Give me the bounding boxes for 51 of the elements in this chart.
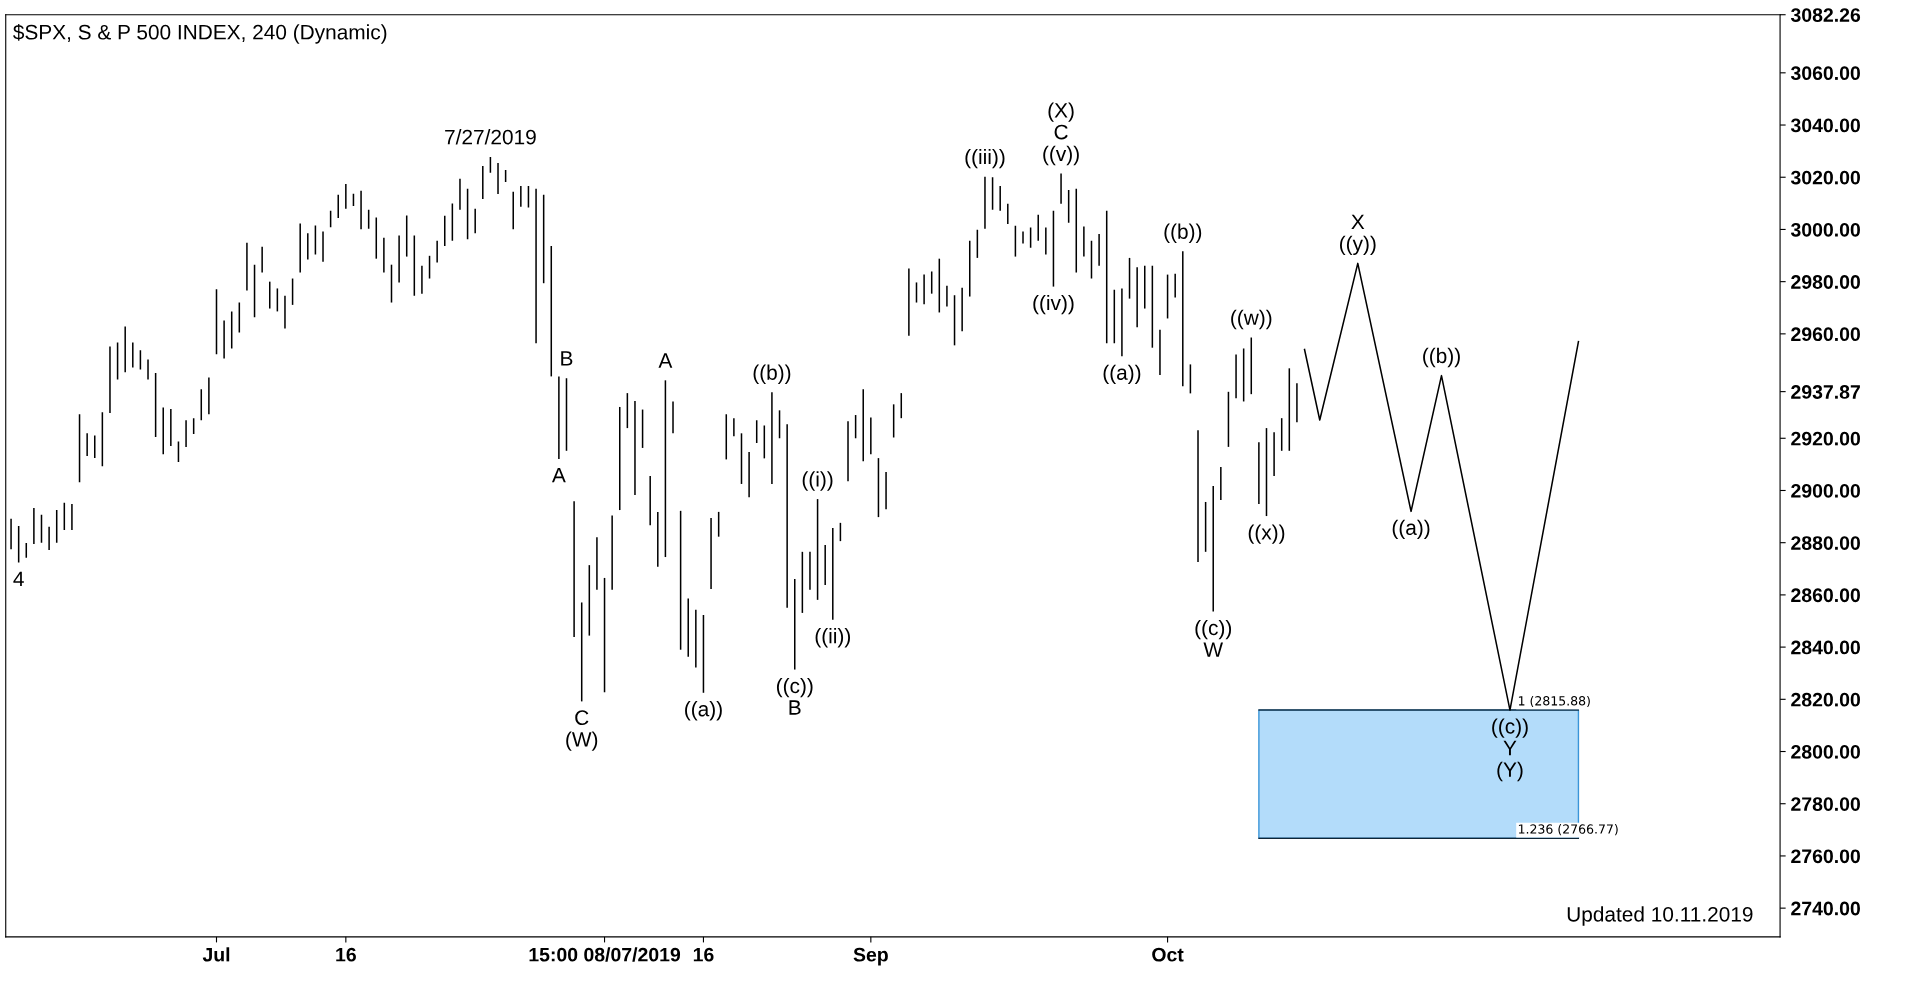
- annotation: C (W): [566, 710, 598, 751]
- annotation: ((x)): [1248, 524, 1285, 544]
- annotation: ((iv)): [1033, 294, 1074, 315]
- y-tick-label: 2960.00: [1791, 327, 1860, 342]
- x-tick-label: 16: [693, 947, 714, 962]
- x-tick-label: Jul: [202, 947, 230, 962]
- annotation: 7/27/2019: [445, 129, 536, 145]
- annotation: ((iii)): [965, 148, 1005, 169]
- annotation: ((a)): [1103, 364, 1141, 385]
- annotation: ((a)): [1392, 519, 1430, 540]
- annotation: ((w)): [1231, 309, 1272, 330]
- y-tick-label: 3000.00: [1790, 222, 1860, 237]
- annotation: ((b)): [1164, 223, 1202, 244]
- annotation: ((c)) B: [776, 677, 813, 715]
- y-tick-label: 2760.00: [1791, 849, 1860, 864]
- y-tick-label: 2840.00: [1791, 640, 1860, 655]
- y-tick-label: 3082.26: [1790, 8, 1861, 22]
- y-tick-label: 2820.00: [1791, 692, 1860, 707]
- annotation: A: [658, 353, 673, 368]
- chart-title: $SPX, S & P 500 INDEX, 240 (Dynamic): [13, 23, 387, 44]
- y-tick-label: 2780.00: [1791, 797, 1860, 811]
- y-tick-label: 2980.00: [1791, 275, 1860, 289]
- annotation: Updated 10.11.2019: [1567, 906, 1753, 926]
- x-tick-label: 15:00 08/07/2019: [529, 947, 681, 962]
- annotation: 4: [13, 571, 24, 586]
- x-tick-label: Oct: [1152, 947, 1184, 962]
- annotation: ((b)): [1423, 347, 1460, 368]
- x-tick-label: 16: [336, 947, 356, 962]
- y-tick-label: 3040.00: [1790, 118, 1860, 133]
- annotation: ((i)): [802, 471, 833, 491]
- annotation: B: [561, 351, 573, 366]
- y-tick-label: 2937.87: [1791, 385, 1860, 399]
- ref-line-label: 1 (2815.88): [1518, 695, 1590, 708]
- annotation: (X) C ((v)): [1043, 102, 1079, 166]
- annotation: ((c)) Y (Y): [1492, 718, 1528, 782]
- y-tick-label: 2920.00: [1791, 431, 1860, 446]
- y-tick-label: 2740.00: [1791, 901, 1860, 916]
- ref-line-label: 1.236 (2766.77): [1518, 824, 1618, 836]
- annotation: A: [551, 467, 566, 483]
- y-tick-label: 2800.00: [1791, 744, 1860, 759]
- y-tick-label: 2900.00: [1791, 483, 1860, 498]
- annotation: ((c)) W: [1195, 619, 1232, 657]
- annotation: X ((y)): [1340, 214, 1376, 256]
- x-tick-label: Sep: [853, 947, 888, 966]
- annotation: ((ii)): [815, 628, 851, 648]
- y-tick-label: 2880.00: [1791, 536, 1860, 550]
- annotation: ((b)): [753, 364, 791, 384]
- y-tick-label: 3020.00: [1790, 170, 1860, 185]
- y-tick-label: 3060.00: [1790, 66, 1860, 81]
- annotation: ((a)): [685, 701, 722, 721]
- y-tick-label: 2860.00: [1791, 588, 1860, 603]
